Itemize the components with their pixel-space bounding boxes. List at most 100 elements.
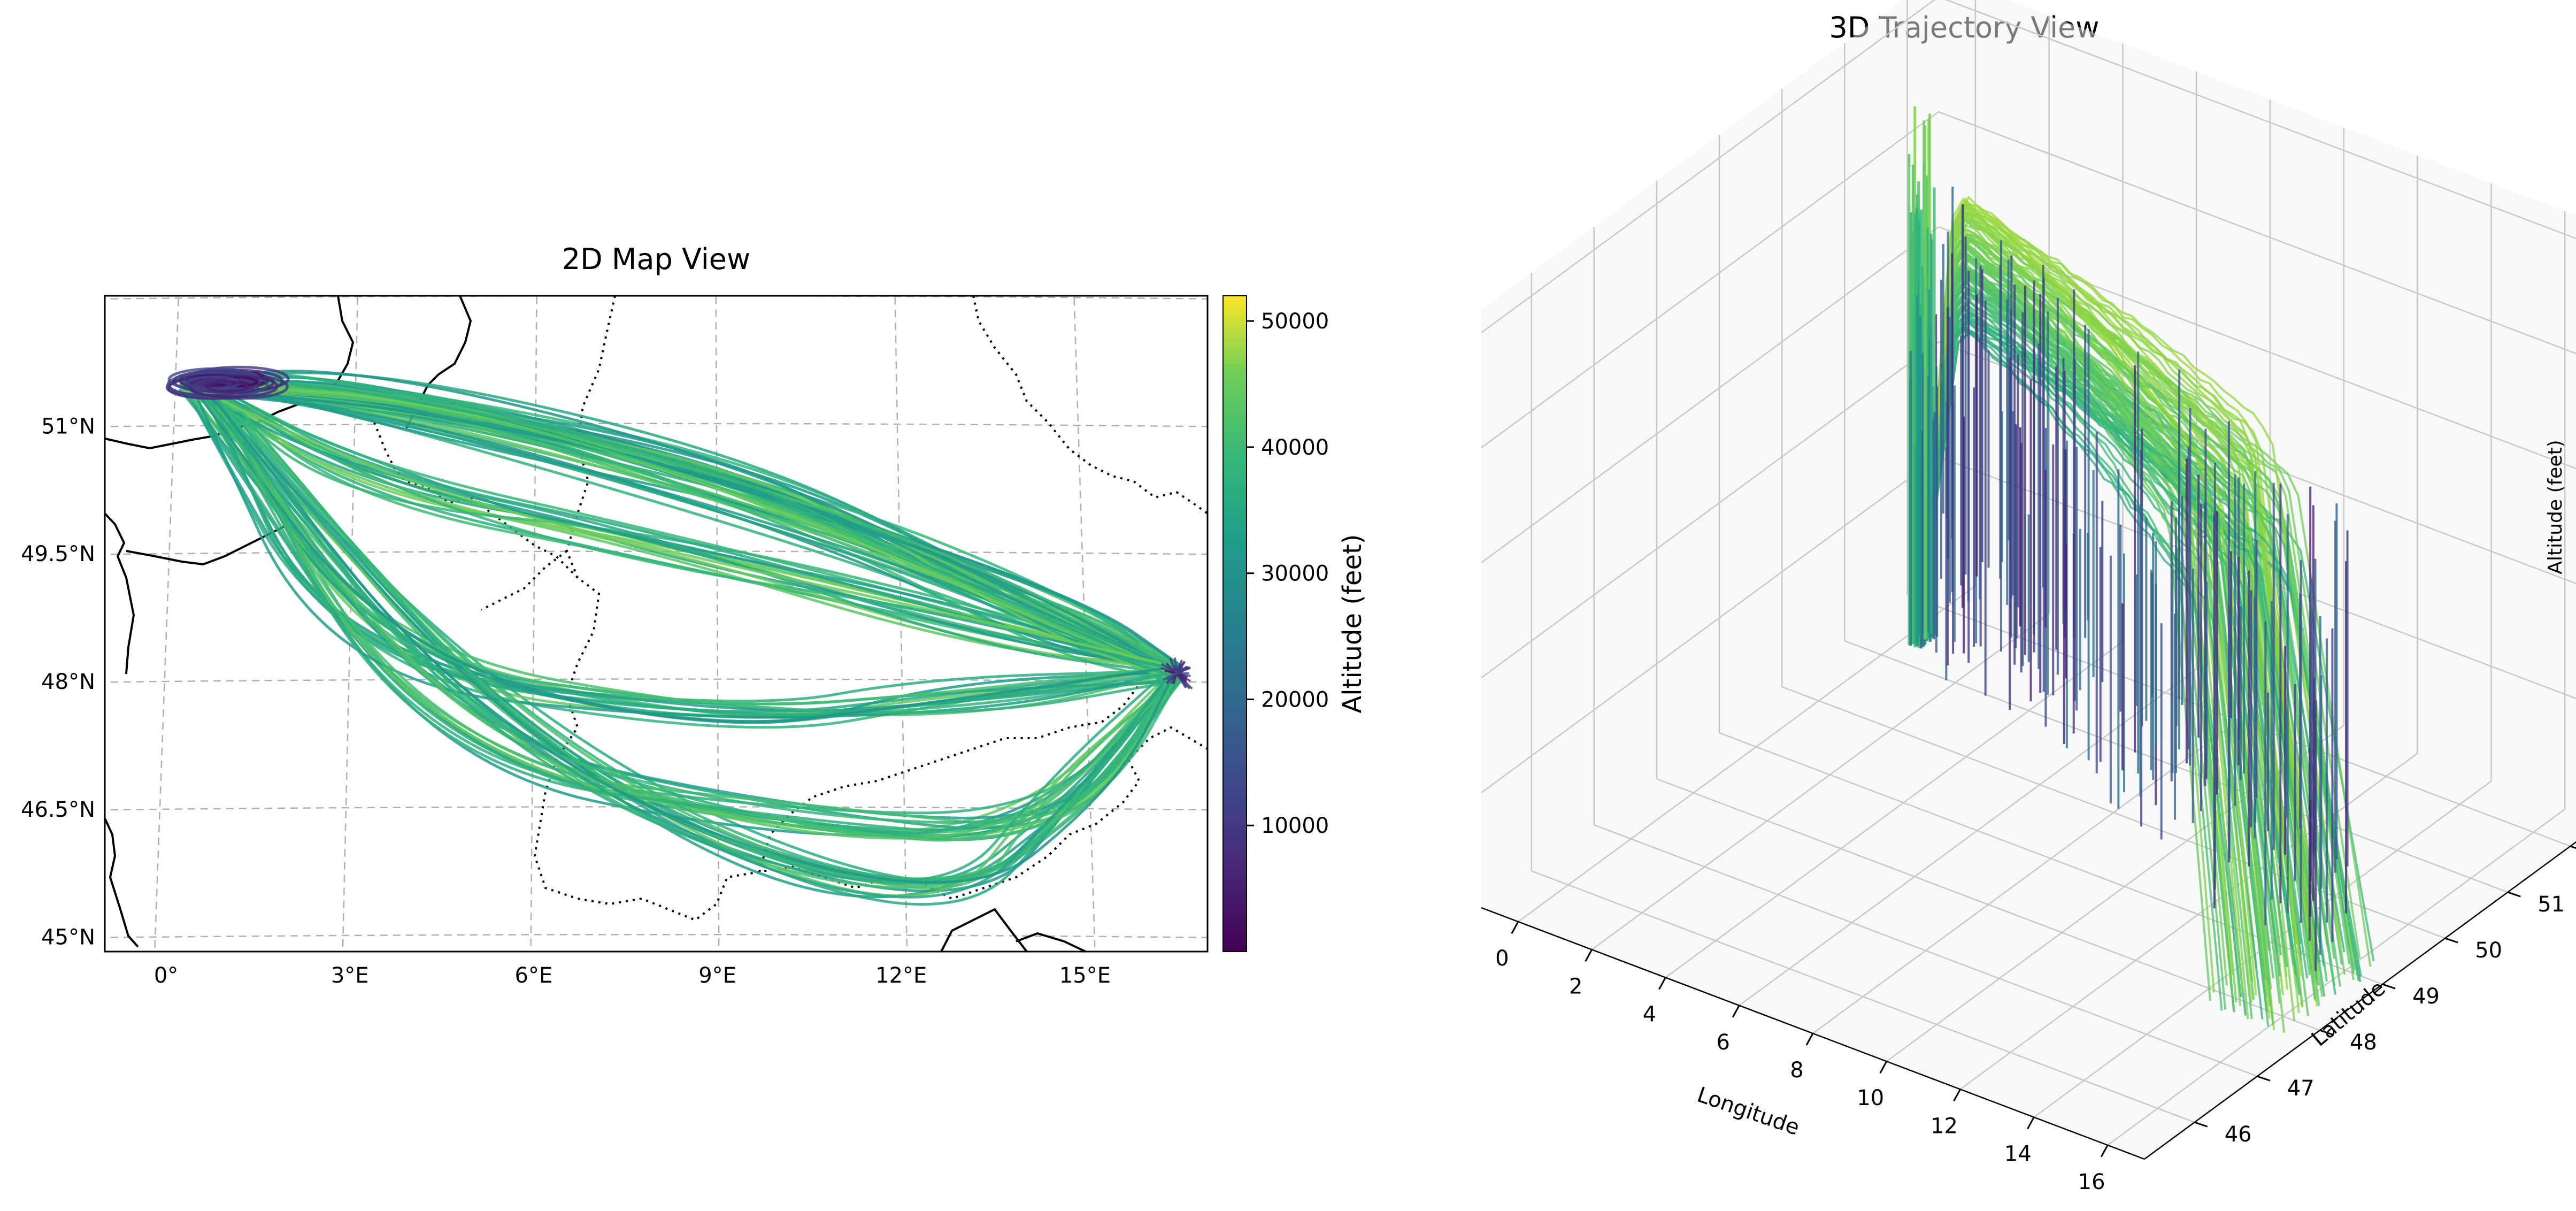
parallel-gridline	[0, 168, 1330, 172]
flight-trajectory-3d	[1917, 284, 2274, 978]
parallel-gridline	[0, 1062, 1330, 1067]
y-tick-label: 47	[2287, 1076, 2314, 1101]
x-tick-mark	[1585, 949, 1593, 962]
map-airports	[165, 365, 1193, 690]
map-y-tick-label: 45°N	[41, 925, 95, 950]
colorbar-tick-label: 50000	[1261, 309, 1329, 334]
3d-gridline	[1481, 341, 1939, 679]
origin-holding-pattern	[205, 380, 249, 393]
flight-trajectory	[205, 373, 1181, 670]
flight-trajectory-3d	[1917, 328, 2242, 998]
y-tick-mark	[2319, 1029, 2333, 1036]
x-tick-mark	[1805, 1033, 1814, 1046]
x-tick-label: 0	[1495, 946, 1509, 971]
flight-trajectory	[211, 383, 1178, 669]
3d-gridline	[1481, 0, 1935, 334]
flight-trajectory	[190, 378, 1179, 824]
meridian-gridline	[894, 296, 908, 952]
flight-trajectory-3d	[1917, 200, 2320, 944]
3d-gridline	[1739, 669, 2197, 1006]
flight-trajectory	[214, 380, 1174, 672]
map-x-tick-label: 0°	[154, 963, 178, 988]
back-pane	[1939, 0, 2576, 814]
map-y-tick-label: 48°N	[41, 670, 95, 694]
x-tick-mark	[1879, 1061, 1888, 1074]
y-tick-label: 49	[2412, 984, 2440, 1009]
flight-trajectory	[197, 379, 1179, 815]
y-tick-mark	[2382, 983, 2396, 990]
3d-gridline	[1945, 0, 2576, 240]
3d-gridline	[1959, 753, 2418, 1090]
x-tick-label: 14	[2004, 1142, 2032, 1167]
parallel-gridline	[0, 1190, 1330, 1195]
flight-trajectory	[209, 387, 1178, 671]
y-tick-mark	[2507, 891, 2521, 898]
meridian-gridline	[715, 296, 720, 952]
3d-gridline	[2107, 808, 2565, 1146]
x-tick-label: 10	[1857, 1086, 1884, 1110]
y-tick-label: 46	[2225, 1122, 2252, 1147]
colorbar-tick-label: 40000	[1261, 435, 1329, 460]
uk-coastline	[105, 512, 139, 948]
meridian-gridline	[530, 296, 537, 952]
x-tick-label: 12	[1931, 1114, 1958, 1138]
map-y-tick-label: 51°N	[41, 414, 95, 439]
flight-trajectory	[207, 385, 1183, 882]
3d-trajectories	[1908, 106, 2375, 1033]
x-tick-mark	[1658, 977, 1666, 990]
left-pane	[1481, 0, 1939, 908]
3d-gridline	[1481, 111, 1939, 449]
map-x-tick-label: 6°E	[515, 963, 553, 988]
y-tick-mark	[2194, 1121, 2208, 1128]
3d-gridline	[1594, 824, 2258, 1077]
flight-trajectory	[194, 385, 1181, 724]
x-tick-mark	[2027, 1116, 2035, 1130]
trajectory-3d-panel: 3D Trajectory View 024681012141646474849…	[1481, 0, 2576, 1194]
x-tick-label: 16	[2078, 1170, 2105, 1194]
map-y-tick-label: 46.5°N	[21, 798, 95, 822]
map-x-tick-label: 3°E	[331, 963, 369, 988]
adriatic-coast	[940, 908, 1086, 952]
y-tick-label: 50	[2475, 938, 2502, 963]
parallel-gridline	[105, 423, 1208, 427]
flight-trajectory	[199, 390, 1172, 899]
3d-gridline	[1481, 226, 1939, 564]
flight-trajectory	[184, 386, 1179, 669]
flight-trajectory-3d	[1917, 202, 2341, 946]
colorbar	[1222, 295, 1247, 952]
y-tick-label: 51	[2537, 892, 2565, 917]
3d-gridlines	[1481, 0, 2576, 1146]
y-axis-line	[2144, 841, 2576, 1160]
meridian-gridline	[0, 173, 6, 1109]
destination-approach	[1166, 672, 1178, 681]
map-frame	[104, 295, 1209, 953]
flight-trajectory	[205, 379, 1180, 673]
y-tick-label: 48	[2350, 1030, 2377, 1055]
3d-gridline	[1481, 456, 1939, 794]
map-tick-labels: 0° 3°E 6°E 9°E 12°E 15°E 45°N 46.5°N 48°N 49.5°N 5…	[21, 414, 1111, 988]
z-axis-label: Altitude (feet)	[2544, 440, 2566, 574]
map-x-tick-label: 9°E	[698, 963, 736, 988]
colorbar-tick-label: 20000	[1261, 687, 1329, 712]
flight-trajectory-3d	[1917, 205, 2319, 961]
3d-axes: 0246810121416464748495051521000020000300…	[1481, 841, 2576, 1194]
x-tick-label: 2	[1569, 974, 1582, 999]
flight-trajectory	[202, 387, 1183, 671]
colorbar-ticks: 10000 20000 30000 40000 50000	[1247, 309, 1329, 838]
parallel-gridline	[105, 296, 1208, 300]
3d-gridline	[1938, 226, 2576, 470]
map-title: 2D Map View	[562, 242, 750, 276]
y-tick-mark	[2570, 845, 2576, 849]
map-y-tick-label: 49.5°N	[21, 542, 95, 566]
flight-trajectory	[193, 377, 1176, 706]
x-axis-label: Longitude	[1694, 1083, 1803, 1140]
england-south-coast	[126, 526, 284, 566]
x-tick-mark	[2100, 1145, 2109, 1158]
x-tick-label: 8	[1790, 1058, 1803, 1083]
flight-trajectory	[209, 382, 1177, 832]
colorbar-tick-label: 30000	[1261, 562, 1329, 586]
meridian-gridline	[153, 296, 180, 952]
3d-gridline	[1938, 111, 2576, 355]
x-tick-mark	[1732, 1005, 1740, 1018]
